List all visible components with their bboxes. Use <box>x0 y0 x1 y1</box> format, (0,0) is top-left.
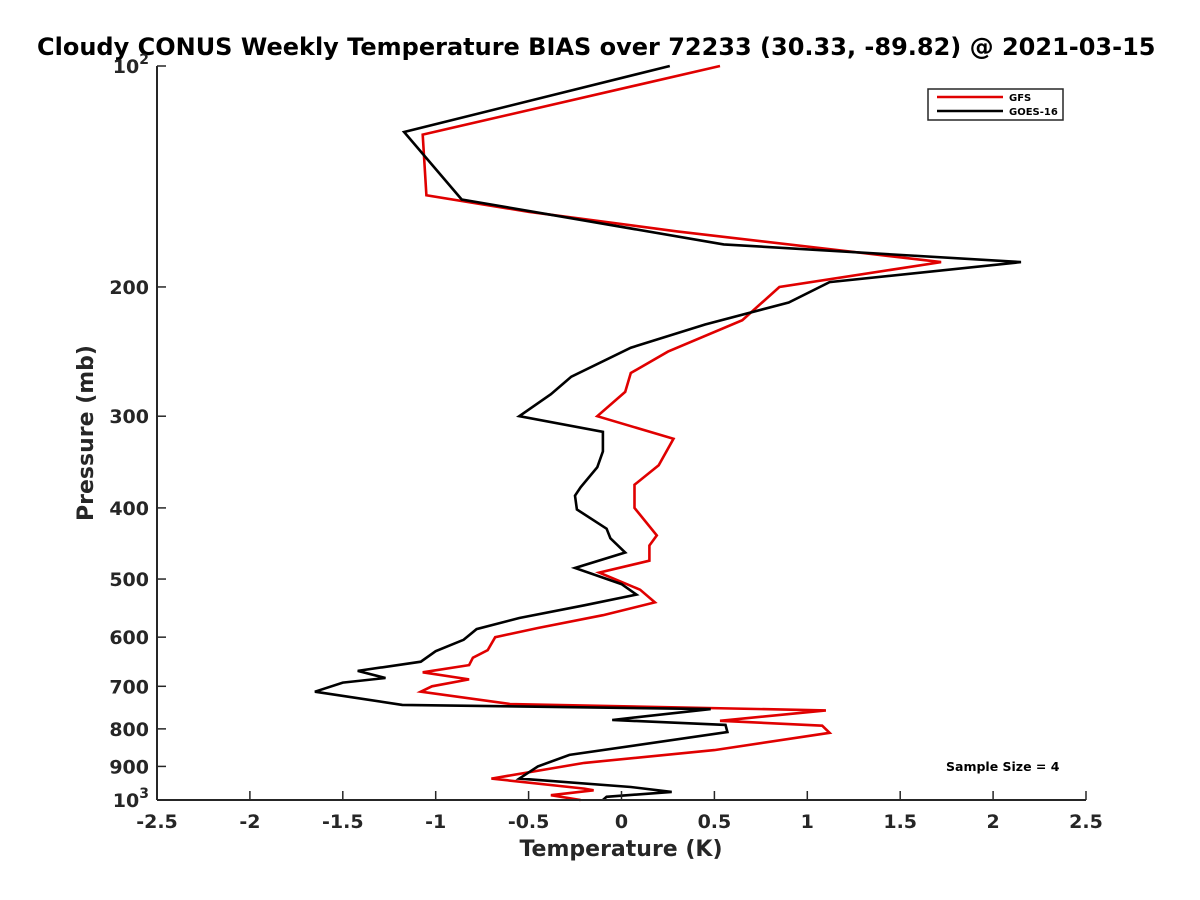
x-axis-label: Temperature (K) <box>519 837 722 862</box>
y-tick-label: 102 <box>113 52 149 78</box>
y-tick-group: 102 200 300 400 500 600 700 800 900 103 <box>109 52 166 812</box>
x-tick-label: 0.5 <box>698 811 732 833</box>
x-tick-group: -2.5 -2 -1.5 -1 -0.5 0 0.5 1 1.5 2 2.5 <box>136 791 1103 833</box>
y-tick-label: 103 <box>113 786 149 812</box>
chart-title: Cloudy CONUS Weekly Temperature BIAS ove… <box>37 33 1155 61</box>
x-tick-label: -0.5 <box>508 811 550 833</box>
y-tick-label: 900 <box>109 756 149 778</box>
x-tick-label: -1.5 <box>322 811 364 833</box>
x-tick-label: 1 <box>801 811 814 833</box>
x-tick-label: -2.5 <box>136 811 178 833</box>
y-tick-label: 500 <box>109 569 149 591</box>
series-line-gfs <box>416 64 942 802</box>
x-tick-label: -2 <box>239 811 260 833</box>
y-tick-label: 800 <box>109 719 149 741</box>
x-tick-label: 0 <box>615 811 628 833</box>
y-axis-label: Pressure (mb) <box>74 345 99 521</box>
sample-size-annotation: Sample Size = 4 <box>946 759 1060 774</box>
legend-label-goes16: GOES-16 <box>1009 107 1058 118</box>
legend-box <box>927 88 1064 121</box>
series-layer <box>314 64 1022 802</box>
y-tick-label: 200 <box>109 277 149 299</box>
x-tick-label: 2.5 <box>1069 811 1103 833</box>
x-tick-label: 2 <box>986 811 999 833</box>
legend-label-gfs: GFS <box>1009 93 1031 104</box>
x-tick-label: 1.5 <box>883 811 917 833</box>
y-tick-label: 700 <box>109 676 149 698</box>
y-tick-label: 400 <box>109 498 149 520</box>
series-line-goes16 <box>314 64 1022 801</box>
y-tick-label: 600 <box>109 627 149 649</box>
legend: GFS GOES-16 <box>927 88 1064 121</box>
x-tick-label: -1 <box>425 811 446 833</box>
y-tick-label: 300 <box>109 406 149 428</box>
